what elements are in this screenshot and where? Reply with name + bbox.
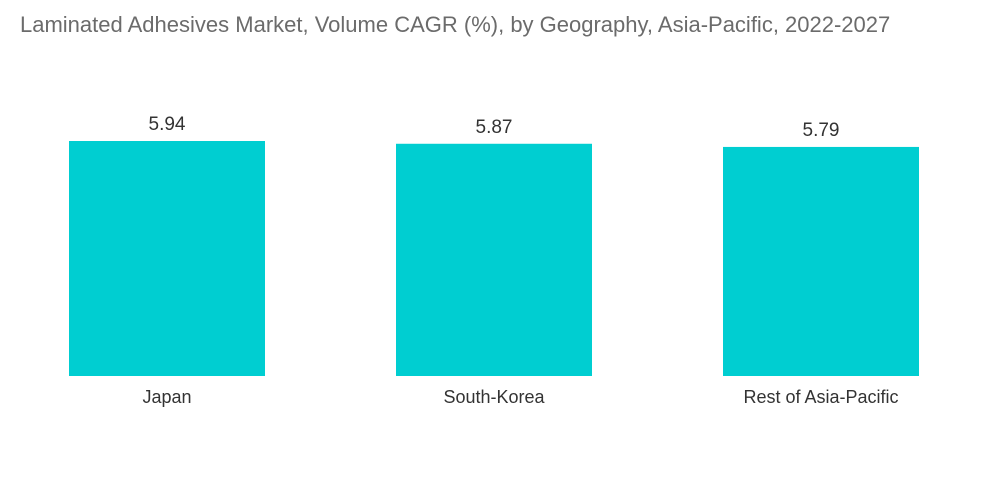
bar-south-korea [396, 143, 592, 376]
value-label: 5.94 [149, 114, 186, 135]
category-label: Japan [142, 387, 191, 407]
category-label: South-Korea [443, 387, 545, 407]
bars-group [69, 141, 919, 376]
value-labels-group: 5.94 5.87 5.79 [149, 114, 840, 141]
bar-japan [69, 141, 265, 376]
category-label: Rest of Asia-Pacific [743, 387, 898, 407]
value-label: 5.79 [803, 120, 840, 141]
category-labels-group: Japan South-Korea Rest of Asia-Pacific [142, 387, 898, 407]
chart-title: Laminated Adhesives Market, Volume CAGR … [20, 12, 891, 37]
value-label: 5.87 [476, 117, 513, 138]
bar-rest-of-asia-pacific [723, 146, 919, 376]
